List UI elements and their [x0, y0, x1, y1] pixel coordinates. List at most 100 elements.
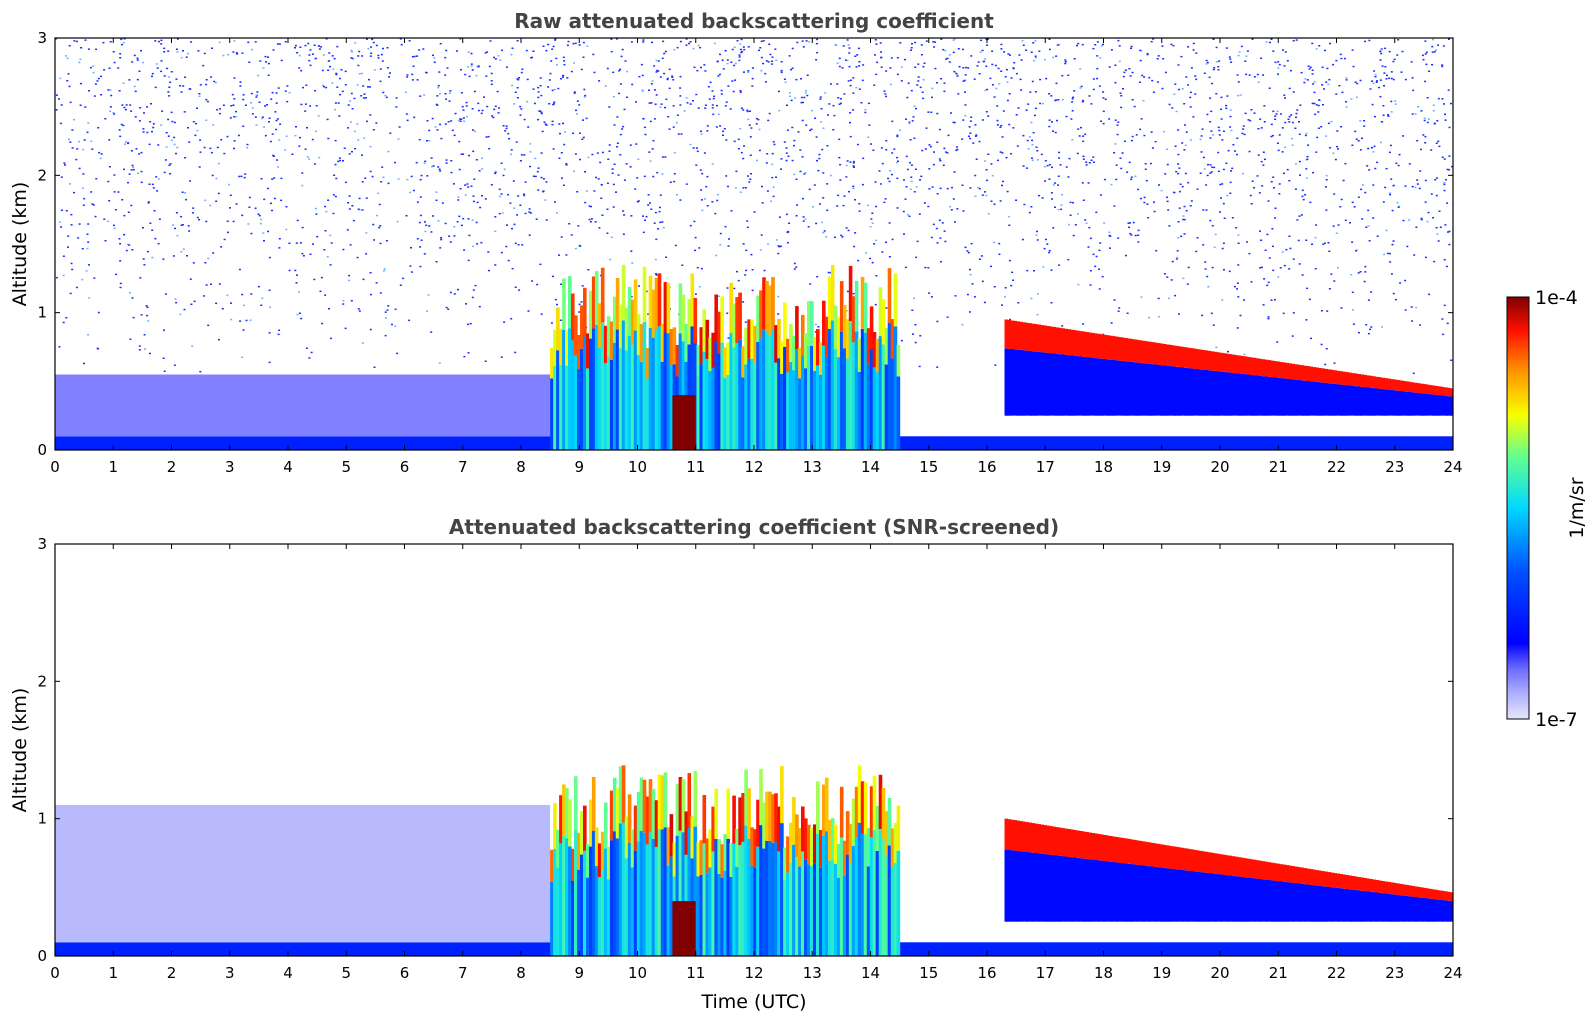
cloud-cell	[565, 787, 569, 839]
cloud-cell	[615, 329, 620, 450]
noise-speck	[1282, 49, 1284, 51]
cloud-cell	[1318, 368, 1322, 383]
noise-speck	[462, 153, 465, 155]
cloud-cell	[594, 324, 599, 450]
noise-speck	[1227, 149, 1230, 152]
noise-speck	[386, 47, 389, 49]
cloud-cell	[750, 827, 754, 866]
cloud-cell	[1264, 359, 1269, 377]
noise-speck	[239, 81, 242, 83]
cloud-cell	[896, 850, 901, 956]
cloud-cell	[1291, 866, 1296, 883]
noise-speck	[558, 254, 560, 256]
noise-speck	[278, 139, 281, 141]
noise-speck	[230, 302, 232, 304]
noise-speck	[675, 121, 678, 124]
noise-speck	[1430, 193, 1433, 195]
cloud-cell	[1264, 879, 1269, 922]
noise-speck	[1413, 254, 1416, 256]
cloud-cell	[1025, 822, 1029, 852]
noise-speck	[1351, 201, 1354, 204]
noise-speck	[449, 90, 452, 92]
noise-speck	[165, 146, 168, 148]
noise-speck	[1376, 80, 1378, 82]
noise-speck	[1044, 180, 1047, 182]
noise-speck	[952, 51, 955, 54]
noise-speck	[181, 224, 184, 226]
noise-speck	[1147, 217, 1150, 219]
noise-speck	[657, 70, 660, 72]
cloud-cell	[1046, 326, 1050, 353]
noise-speck	[55, 94, 58, 96]
noise-speck	[537, 86, 540, 89]
cloud-cell	[1372, 376, 1376, 389]
noise-speck	[742, 46, 745, 48]
noise-speck	[1258, 192, 1261, 194]
cloud-cell	[1228, 354, 1233, 373]
noise-speck	[467, 352, 470, 354]
noise-speck	[700, 199, 703, 201]
cloud-cell	[1252, 357, 1257, 376]
cloud-cell	[860, 781, 865, 834]
noise-speck	[858, 203, 861, 205]
noise-speck	[1219, 183, 1222, 186]
noise-speck	[523, 154, 526, 156]
noise-speck	[1231, 217, 1234, 219]
noise-speck	[162, 357, 165, 359]
cloud-cell	[848, 863, 853, 956]
noise-speck	[1189, 91, 1192, 94]
noise-speck	[223, 238, 226, 241]
cloud-cell	[1082, 331, 1086, 357]
noise-speck	[1192, 116, 1195, 118]
cloud-cell	[839, 281, 844, 332]
noise-speck	[304, 110, 307, 112]
noise-speck	[531, 280, 534, 282]
cloud-cell	[1177, 869, 1182, 922]
cloud-cell	[1133, 339, 1137, 363]
noise-speck	[1212, 324, 1215, 326]
noise-speck	[1269, 41, 1271, 44]
noise-speck	[811, 109, 814, 112]
noise-speck	[306, 127, 308, 129]
noise-speck	[990, 163, 993, 165]
noise-speck	[296, 219, 299, 222]
noise-speck	[1122, 75, 1125, 78]
noise-speck	[717, 295, 720, 297]
noise-speck	[661, 57, 664, 60]
cloud-cell	[1061, 354, 1065, 416]
noise-speck	[814, 117, 817, 119]
cloud-cell	[777, 851, 781, 956]
cloud-cell	[1207, 370, 1212, 416]
noise-speck	[90, 140, 93, 142]
noise-speck	[369, 170, 372, 173]
noise-speck	[1217, 66, 1220, 68]
noise-speck	[1354, 81, 1357, 83]
noise-speck	[1234, 285, 1236, 288]
noise-speck	[304, 103, 307, 105]
noise-speck	[248, 206, 251, 208]
cloud-cell	[708, 371, 712, 450]
noise-speck	[60, 209, 63, 211]
noise-speck	[931, 87, 934, 90]
noise-speck	[1445, 265, 1448, 268]
cloud-cell	[1357, 386, 1361, 416]
noise-speck	[1448, 38, 1450, 40]
noise-speck	[167, 76, 170, 78]
noise-speck	[665, 98, 668, 101]
noise-speck	[890, 57, 893, 59]
noise-speck	[339, 93, 342, 96]
cloud-cell	[1022, 851, 1026, 922]
cloud-cell	[1288, 865, 1293, 883]
noise-speck	[329, 337, 332, 340]
noise-speck	[1270, 123, 1273, 126]
noise-speck	[1281, 151, 1284, 153]
noise-speck	[1309, 66, 1312, 68]
noise-speck	[181, 191, 184, 193]
noise-speck	[75, 286, 78, 289]
cloud-cell	[648, 275, 653, 328]
noise-speck	[738, 56, 741, 58]
noise-speck	[210, 151, 213, 154]
noise-speck	[1060, 204, 1063, 206]
cloud-cell	[612, 777, 617, 832]
cloud-cell	[591, 830, 596, 956]
